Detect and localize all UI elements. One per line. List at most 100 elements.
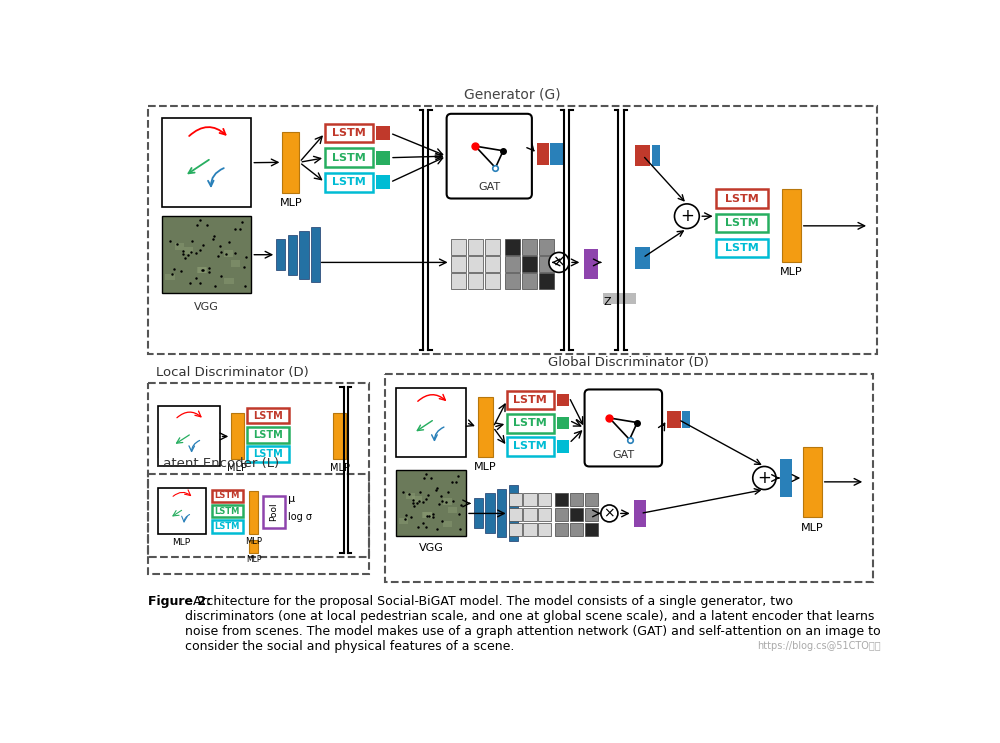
Bar bbox=[485, 239, 500, 255]
Bar bbox=[396, 388, 466, 457]
Bar bbox=[399, 518, 408, 524]
Bar bbox=[325, 124, 373, 143]
Text: LSTM: LSTM bbox=[215, 491, 240, 500]
Bar bbox=[423, 512, 432, 519]
Text: Figure 2:: Figure 2: bbox=[148, 595, 211, 608]
Bar bbox=[523, 522, 537, 536]
Bar bbox=[396, 470, 466, 536]
Text: LSTM: LSTM bbox=[513, 395, 547, 405]
Bar bbox=[507, 414, 554, 432]
Bar bbox=[325, 149, 373, 167]
Bar bbox=[450, 273, 466, 288]
Bar bbox=[603, 293, 636, 304]
Bar bbox=[468, 256, 483, 272]
Text: +: + bbox=[757, 469, 771, 487]
Bar bbox=[485, 256, 500, 272]
Bar bbox=[299, 231, 309, 279]
Bar bbox=[782, 189, 801, 262]
Bar bbox=[557, 441, 569, 452]
Bar bbox=[557, 394, 569, 406]
Text: LSTM: LSTM bbox=[513, 418, 547, 429]
Bar bbox=[570, 493, 583, 507]
Bar bbox=[212, 505, 243, 517]
Text: MLP: MLP bbox=[474, 462, 497, 472]
FancyBboxPatch shape bbox=[585, 389, 662, 467]
Bar bbox=[162, 118, 251, 207]
Bar bbox=[509, 522, 522, 536]
Bar bbox=[212, 490, 243, 502]
Bar bbox=[422, 512, 432, 518]
Bar bbox=[231, 260, 240, 267]
Bar bbox=[231, 412, 244, 458]
Bar bbox=[474, 498, 483, 528]
Circle shape bbox=[601, 505, 618, 522]
Bar bbox=[523, 508, 537, 521]
Bar bbox=[247, 427, 289, 443]
Circle shape bbox=[549, 253, 569, 273]
Bar bbox=[505, 239, 520, 255]
Bar bbox=[507, 391, 554, 409]
Bar bbox=[175, 244, 184, 250]
Bar bbox=[158, 406, 220, 467]
Text: Latent Encoder (L): Latent Encoder (L) bbox=[156, 456, 279, 470]
Bar bbox=[585, 493, 598, 507]
Text: LSTM: LSTM bbox=[332, 128, 366, 138]
Text: LSTM: LSTM bbox=[253, 411, 283, 421]
Bar bbox=[539, 273, 554, 288]
Text: Global Discriminator (D): Global Discriminator (D) bbox=[548, 357, 709, 369]
FancyBboxPatch shape bbox=[447, 114, 532, 198]
Text: MLP: MLP bbox=[227, 463, 247, 473]
Text: ×: × bbox=[553, 255, 565, 270]
Bar bbox=[184, 247, 193, 253]
Bar bbox=[468, 239, 483, 255]
Text: Architecture for the proposal Social-BiGAT model. The model consists of a single: Architecture for the proposal Social-BiG… bbox=[185, 595, 881, 653]
Bar bbox=[288, 235, 297, 275]
Bar bbox=[148, 474, 369, 574]
Text: +: + bbox=[680, 207, 694, 225]
Bar bbox=[448, 507, 457, 513]
Text: Generator (G): Generator (G) bbox=[464, 88, 561, 102]
Bar bbox=[148, 383, 369, 557]
Bar bbox=[376, 126, 390, 140]
Text: LSTM: LSTM bbox=[725, 193, 759, 204]
Bar bbox=[557, 417, 569, 429]
Text: MLP: MLP bbox=[280, 198, 302, 208]
Bar bbox=[412, 496, 422, 502]
Bar bbox=[247, 408, 289, 424]
Bar bbox=[635, 145, 650, 166]
Bar bbox=[716, 239, 768, 257]
Bar bbox=[224, 250, 233, 256]
Bar bbox=[522, 256, 537, 272]
Bar bbox=[635, 247, 650, 268]
Circle shape bbox=[753, 467, 776, 490]
Text: VGG: VGG bbox=[419, 543, 444, 554]
Text: Pool: Pool bbox=[269, 502, 278, 521]
Bar bbox=[652, 145, 660, 166]
Bar bbox=[570, 508, 583, 521]
Bar bbox=[555, 522, 568, 536]
Bar bbox=[497, 489, 506, 537]
Text: LSTM: LSTM bbox=[215, 522, 240, 531]
Bar bbox=[443, 521, 452, 527]
Bar bbox=[197, 267, 206, 273]
Bar bbox=[505, 273, 520, 288]
Text: GAT: GAT bbox=[478, 182, 500, 192]
Text: LSTM: LSTM bbox=[513, 441, 547, 452]
Bar bbox=[282, 132, 299, 193]
Text: MLP: MLP bbox=[330, 463, 350, 473]
Bar bbox=[385, 374, 873, 582]
Bar bbox=[212, 520, 243, 533]
Bar bbox=[276, 239, 285, 270]
Text: MLP: MLP bbox=[246, 555, 261, 564]
Bar bbox=[247, 447, 289, 462]
Bar bbox=[158, 488, 206, 534]
Bar bbox=[555, 508, 568, 521]
Bar bbox=[667, 411, 681, 428]
Bar bbox=[249, 540, 258, 553]
Text: log σ: log σ bbox=[288, 511, 312, 522]
Bar bbox=[570, 522, 583, 536]
Bar bbox=[539, 239, 554, 255]
Bar bbox=[263, 496, 285, 528]
Bar bbox=[538, 508, 551, 521]
Bar bbox=[538, 493, 551, 507]
